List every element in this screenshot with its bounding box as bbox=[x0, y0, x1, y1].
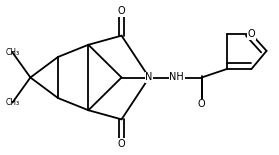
Text: N: N bbox=[145, 73, 153, 82]
Text: O: O bbox=[198, 99, 205, 109]
Text: O: O bbox=[247, 29, 255, 39]
Text: O: O bbox=[118, 6, 125, 16]
Text: CH₃: CH₃ bbox=[5, 48, 20, 57]
Text: CH₃: CH₃ bbox=[5, 98, 20, 107]
Text: NH: NH bbox=[169, 73, 184, 82]
Text: O: O bbox=[118, 139, 125, 149]
